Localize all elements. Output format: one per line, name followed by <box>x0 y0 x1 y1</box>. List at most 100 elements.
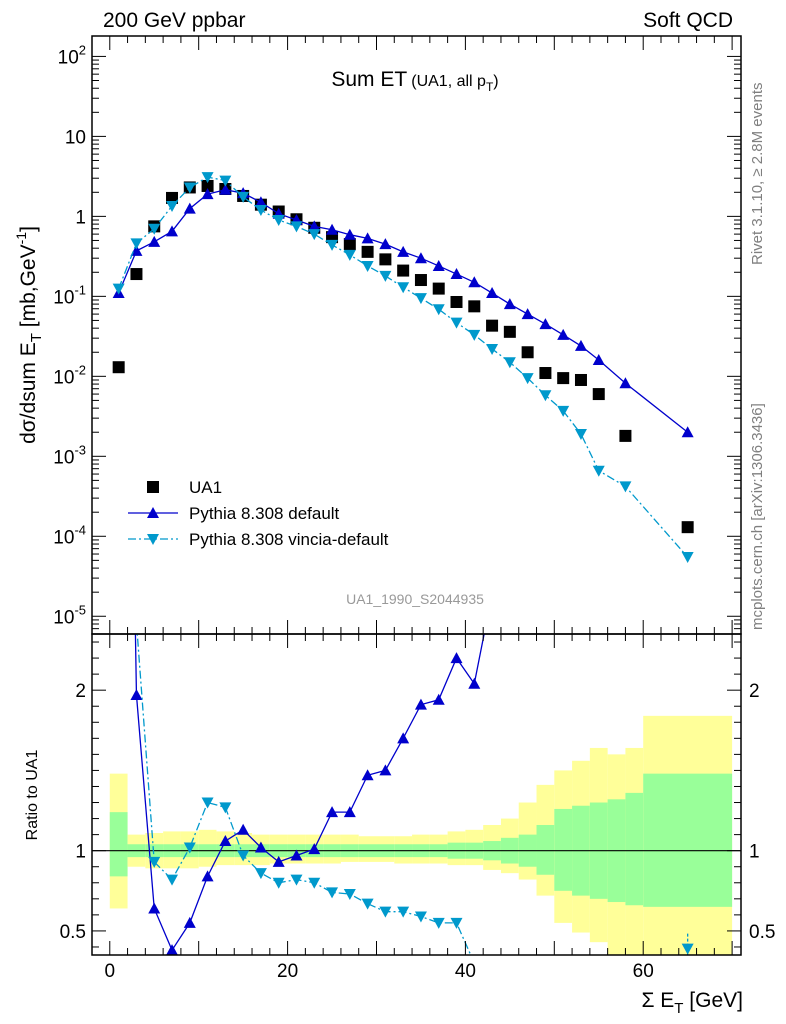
ratio-point <box>148 856 161 868</box>
ratio-point <box>237 850 250 862</box>
ratio-point <box>379 906 392 918</box>
ratio-point <box>272 855 285 867</box>
y-tick-label: 10 <box>65 127 86 148</box>
ratio-point <box>308 843 321 855</box>
data-point <box>201 188 214 200</box>
ratio-point <box>432 693 445 705</box>
data-point <box>130 268 143 281</box>
ratio-y-tick-label: 2 <box>75 681 86 702</box>
ratio-point <box>130 688 143 700</box>
ratio-point <box>450 917 463 929</box>
legend-marker <box>147 534 159 545</box>
ratio-point <box>219 802 232 814</box>
ratio-y-tick-label: 1 <box>75 842 86 863</box>
x-tick-label: 0 <box>104 961 115 982</box>
ratio-point <box>272 877 285 889</box>
data-point <box>574 339 587 351</box>
analysis-watermark: UA1_1990_S2044935 <box>346 591 484 607</box>
ratio-point <box>290 849 303 861</box>
ratio-series-1 <box>130 618 694 955</box>
data-point <box>183 202 196 214</box>
uncertainty-band-inner <box>643 773 733 907</box>
main-panel: 10-5 10-4 10-3 10-2 10-1 1 10 102 <box>53 35 742 635</box>
data-point <box>468 329 481 341</box>
x-tick-label: 40 <box>455 961 476 982</box>
data-point <box>503 357 516 369</box>
data-point <box>539 318 552 330</box>
data-point <box>681 552 694 564</box>
ratio-y-tick-label-right: 1 <box>749 842 760 863</box>
ratio-point <box>166 944 178 955</box>
ratio-point <box>450 652 463 664</box>
data-point <box>361 232 374 244</box>
data-point <box>112 361 125 374</box>
data-point <box>557 328 570 340</box>
plot-title: Sum ET (UA1, all pT) <box>331 68 498 94</box>
ratio-point <box>432 917 445 929</box>
x-tick-label: 60 <box>633 961 654 982</box>
data-point <box>379 270 392 282</box>
ratio-point <box>254 868 267 880</box>
data-point <box>539 390 552 402</box>
data-point <box>619 429 632 442</box>
legend-label: UA1 <box>189 478 222 497</box>
ratio-point <box>681 943 694 955</box>
ratio-point <box>343 806 356 818</box>
data-point <box>219 183 232 195</box>
data-point <box>379 238 392 250</box>
data-point <box>619 377 632 389</box>
data-point <box>379 253 392 266</box>
data-point <box>503 298 516 310</box>
data-point <box>183 182 196 194</box>
data-point <box>681 521 694 534</box>
ratio-series-group <box>130 618 694 955</box>
ratio-y-tick-label-right: 2 <box>749 681 760 702</box>
ratio-point <box>468 677 481 689</box>
ratio-point <box>397 732 410 744</box>
data-point <box>361 260 374 272</box>
uncertainty-band-inner <box>554 808 573 891</box>
uncertainty-band-inner <box>625 792 644 906</box>
data-point <box>166 200 179 212</box>
data-point <box>574 373 587 386</box>
data-point <box>432 259 445 271</box>
uncertainty-band-inner <box>536 824 555 875</box>
data-point <box>166 191 179 204</box>
ratio-point <box>343 889 356 901</box>
data-point <box>574 429 587 441</box>
data-point <box>272 215 285 227</box>
ratio-point <box>183 916 196 928</box>
data-point <box>521 346 534 359</box>
ratio-point <box>379 764 392 776</box>
data-point <box>450 295 463 308</box>
data-point <box>503 325 516 338</box>
ratio-point <box>326 887 339 899</box>
header-right: Soft QCD <box>643 9 733 32</box>
data-point <box>592 388 605 401</box>
ratio-point <box>237 823 250 835</box>
y-tick-label: 10-5 <box>53 602 86 628</box>
data-point <box>592 354 605 366</box>
data-point <box>361 245 374 258</box>
data-point <box>486 287 499 299</box>
data-point <box>468 300 481 313</box>
y-tick-label: 10-3 <box>53 442 86 468</box>
series-line <box>118 176 689 558</box>
ratio-point <box>130 618 142 629</box>
data-point <box>521 373 534 385</box>
ratio-point <box>254 841 267 853</box>
data-point <box>326 239 339 251</box>
ratio-point <box>166 874 179 886</box>
data-point <box>681 426 694 438</box>
ratio-point <box>414 911 427 923</box>
ratio-point <box>290 874 303 886</box>
ratio-point <box>183 842 196 854</box>
header-left: 200 GeV ppbar <box>103 9 245 32</box>
data-point <box>486 343 499 355</box>
ratio-panel: 0.5 0.51 12 20 20 40 60 <box>60 618 775 982</box>
rivet-label: Rivet 3.1.10, ≥ 2.8M events <box>749 83 766 266</box>
ratio-point <box>148 902 161 914</box>
data-point <box>130 238 143 250</box>
ratio-point <box>219 835 232 847</box>
data-point <box>308 229 321 241</box>
